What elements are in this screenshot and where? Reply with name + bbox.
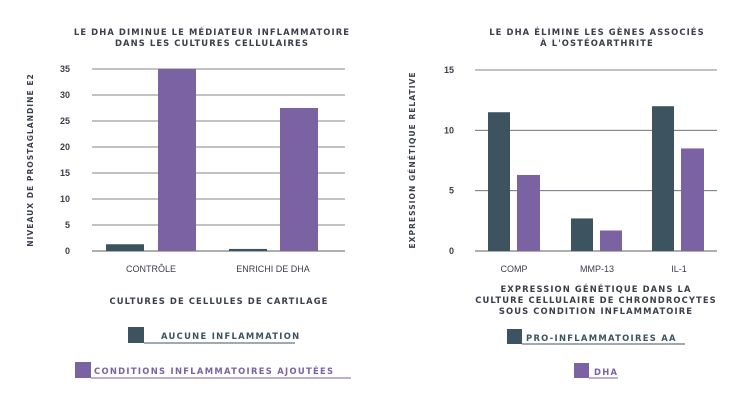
- y-tick-label: 15: [444, 65, 454, 75]
- x-category-label: COMP: [501, 264, 528, 274]
- bar-series-2: [158, 69, 196, 251]
- y-tick-label: 0: [65, 246, 70, 256]
- legend-label: DHA: [594, 367, 618, 377]
- bar-series-1: [106, 244, 144, 251]
- chart-2-y-ticks: 0 5 10 15: [444, 65, 454, 256]
- chart-1-bars: [106, 69, 318, 251]
- bar-series-1: [652, 106, 674, 251]
- chart-2-title-line-1: LE DHA ÉLIMINE LES GÈNES ASSOCIÉS: [489, 26, 704, 37]
- chart-2-gridlines: [475, 69, 717, 252]
- chart-2-categories: COMP MMP-13 IL-1: [501, 264, 687, 274]
- chart-2-x-axis-label-line-2: CULTURE CELLULAIRE DE CHRONDROCYTES: [475, 295, 717, 305]
- chart-2-y-axis-label: EXPRESSION GÉNÉTIQUE RELATIVE: [408, 71, 417, 248]
- chart-1-title-line-1: LE DHA DIMINUE LE MÉDIATEUR INFLAMMATOIR…: [74, 26, 350, 37]
- legend-label: AUCUNE INFLAMMATION: [161, 331, 300, 341]
- chart-2-bars: [488, 106, 704, 251]
- bar-series-2: [600, 230, 622, 251]
- y-tick-label: 25: [60, 116, 70, 126]
- bar-series-2: [681, 148, 704, 251]
- legend-swatch: [75, 362, 91, 378]
- legend-item-pro-inflammatoires-aa: PRO-INFLAMMATOIRES AA: [507, 329, 685, 345]
- chart-1-categories: CONTRÔLE ENRICHI DE DHA: [126, 264, 310, 274]
- y-tick-label: 10: [444, 125, 454, 135]
- chart-1: LE DHA DIMINUE LE MÉDIATEUR INFLAMMATOIR…: [26, 26, 350, 306]
- x-category-label: ENRICHI DE DHA: [236, 264, 310, 274]
- x-category-label: MMP-13: [580, 264, 614, 274]
- legend-item-conditions-inflammatoires: CONDITIONS INFLAMMATOIRES AJOUTÉES: [75, 362, 351, 379]
- chart-2-x-axis-label-line-1: EXPRESSION GÉNÉTIQUE DANS LA: [500, 283, 691, 294]
- y-tick-label: 30: [60, 90, 70, 100]
- chart-2: LE DHA ÉLIMINE LES GÈNES ASSOCIÉS À L'OS…: [408, 26, 717, 316]
- y-tick-label: 15: [60, 168, 70, 178]
- bar-series-1: [488, 112, 510, 251]
- x-category-label: IL-1: [671, 264, 687, 274]
- y-tick-label: 10: [60, 194, 70, 204]
- y-tick-label: 20: [60, 142, 70, 152]
- bar-series-2: [280, 108, 318, 251]
- y-tick-label: 5: [449, 186, 454, 196]
- legend-item-aucune-inflammation: AUCUNE INFLAMMATION: [128, 327, 300, 344]
- bar-series-2: [517, 174, 540, 251]
- legend-label: PRO-INFLAMMATOIRES AA: [526, 333, 677, 343]
- y-tick-label: 5: [65, 220, 70, 230]
- chart-1-y-ticks: 0 5 10 15 20 25 30 35: [60, 64, 70, 256]
- y-tick-label: 35: [60, 64, 70, 74]
- chart-1-x-axis-label: CULTURES DE CELLULES DE CARTILAGE: [110, 296, 329, 306]
- y-tick-label: 0: [449, 246, 454, 256]
- chart-2-x-axis-label-line-3: SOUS CONDITION INFLAMMATOIRE: [499, 306, 693, 316]
- chart-1-title-line-2: DANS LES CULTURES CELLULAIRES: [115, 38, 309, 48]
- bar-series-1: [229, 248, 267, 251]
- chart-1-y-axis-label: NIVEAUX DE PROSTAGLANDINE E2: [26, 73, 35, 247]
- legend-label: CONDITIONS INFLAMMATOIRES AJOUTÉES: [94, 365, 334, 376]
- chart-2-title-line-2: À L'OSTÉOARTHRITE: [540, 37, 654, 48]
- legend-swatch: [128, 327, 144, 343]
- chart-2-legend: PRO-INFLAMMATOIRES AA DHA: [507, 329, 685, 379]
- x-category-label: CONTRÔLE: [126, 264, 176, 274]
- legend-swatch: [574, 363, 589, 378]
- bar-series-1: [571, 218, 593, 251]
- chart-1-legend: AUCUNE INFLAMMATION CONDITIONS INFLAMMAT…: [75, 327, 351, 379]
- legend-item-dha: DHA: [574, 363, 618, 379]
- legend-swatch: [507, 329, 522, 344]
